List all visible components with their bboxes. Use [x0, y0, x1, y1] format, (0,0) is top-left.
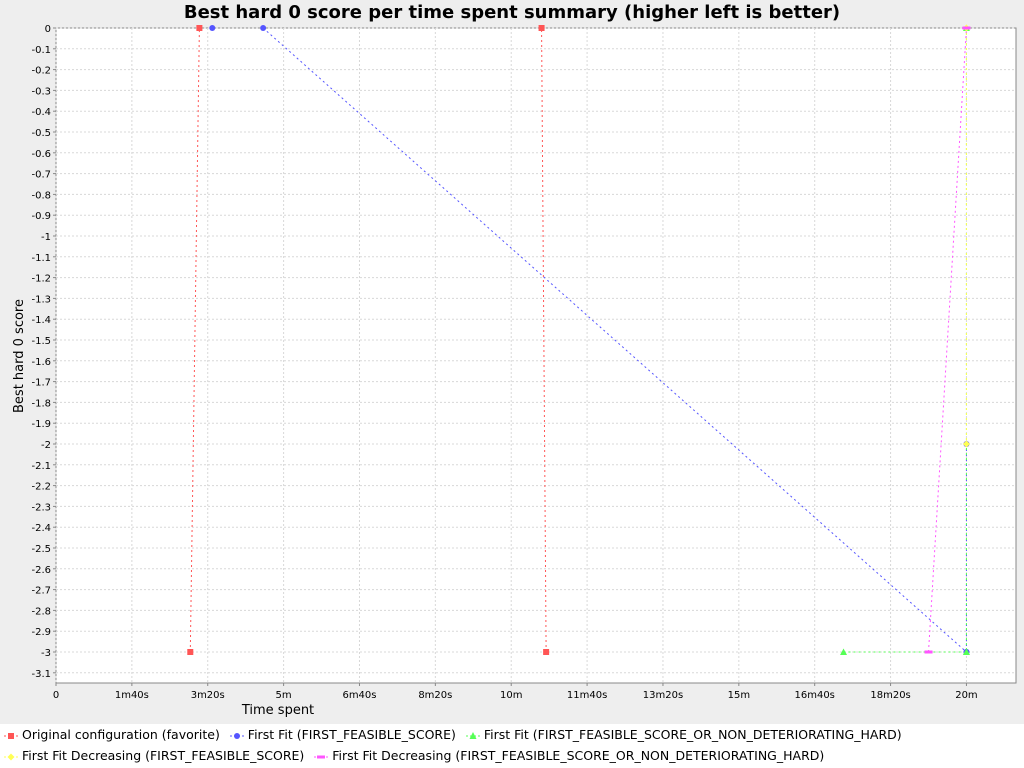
x-tick-label: 18m20s	[870, 690, 910, 701]
legend-swatch-circle-icon	[229, 730, 244, 742]
legend-label: First Fit Decreasing (FIRST_FEASIBLE_SCO…	[21, 748, 305, 763]
y-tick-label: -2.7	[31, 586, 51, 597]
y-tick-label: -2.1	[31, 461, 51, 472]
y-tick-label: -0.2	[31, 66, 51, 77]
data-point-square	[187, 649, 194, 655]
y-tick-label: -1.2	[31, 274, 51, 285]
data-point-circle	[260, 25, 267, 31]
x-tick-label: 8m20s	[418, 690, 452, 701]
y-tick-label: -3.1	[31, 669, 51, 680]
y-tick-label: -1.3	[31, 294, 51, 305]
y-tick-label: -1.9	[31, 419, 51, 430]
y-tick-label: -0.1	[31, 45, 51, 56]
y-tick-label: -2.3	[31, 502, 51, 513]
legend-item-first-fit-ndh[interactable]: First Fit (FIRST_FEASIBLE_SCORE_OR_NON_D…	[465, 727, 902, 742]
data-point-square	[543, 649, 550, 655]
data-point-dash	[924, 650, 933, 654]
series-line-1	[262, 27, 967, 653]
legend-item-ffd-ndh[interactable]: First Fit Decreasing (FIRST_FEASIBLE_SCO…	[314, 748, 824, 763]
x-tick-label: 13m20s	[643, 690, 683, 701]
chart-title: Best hard 0 score per time spent summary…	[184, 2, 840, 23]
y-tick-label: -0.6	[31, 149, 51, 160]
legend-label: First Fit Decreasing (FIRST_FEASIBLE_SCO…	[332, 748, 825, 763]
legend-row-2: First Fit Decreasing (FIRST_FEASIBLE_SCO…	[4, 748, 830, 763]
x-axis-label: Time spent	[241, 703, 314, 718]
x-axis-ticks: 0 1m40s 3m20s 5m 6m40s 8m20s 10m 11m40s 13m20s 15…	[53, 683, 978, 701]
series-line-4	[928, 27, 967, 653]
y-tick-label: -2.4	[31, 523, 51, 534]
y-tick-label: -0.4	[31, 107, 51, 118]
y-tick-label: -1.7	[31, 378, 51, 389]
grid-lines	[55, 27, 1016, 683]
data-point-square	[196, 25, 203, 31]
x-tick-label: 6m40s	[342, 690, 376, 701]
data-point-triangle	[840, 648, 848, 655]
y-tick-label: -0.8	[31, 190, 51, 201]
x-tick-label: 15m	[728, 690, 750, 701]
plot-area	[55, 27, 1017, 684]
series-line-0	[541, 27, 547, 653]
legend-label: First Fit (FIRST_FEASIBLE_SCORE)	[247, 727, 456, 742]
x-tick-label: 3m20s	[191, 690, 225, 701]
chart: Best hard 0 score per time spent summary…	[12, 2, 1017, 718]
legend-label: Original configuration (favorite)	[21, 727, 220, 742]
legend-swatch-square-icon	[4, 730, 18, 742]
y-tick-label: -1.1	[31, 253, 51, 264]
legend-item-ffd[interactable]: First Fit Decreasing (FIRST_FEASIBLE_SCO…	[4, 748, 304, 763]
y-axis-ticks: 0 -0.1 -0.2 -0.3 -0.4 -0.5 -0.6 -0.7 -0.8 -0.9 -1 -…	[31, 24, 56, 680]
y-tick-label: -1.5	[31, 336, 51, 347]
y-tick-label: -2.5	[31, 544, 51, 555]
legend-swatch-dash-icon	[314, 751, 329, 763]
y-tick-label: -1.4	[31, 315, 51, 326]
data-point-square	[538, 25, 545, 31]
y-tick-label: -2.8	[31, 606, 51, 617]
y-tick-label: -0.5	[31, 128, 51, 139]
y-tick-label: -2.9	[31, 627, 51, 638]
y-tick-label: 0	[45, 24, 51, 35]
y-tick-label: -1.6	[31, 357, 51, 368]
series-line-0	[189, 27, 200, 653]
series-layer	[187, 24, 971, 655]
data-point-diamond	[962, 440, 970, 448]
data-point-triangle	[962, 648, 970, 655]
x-tick-label: 10m	[500, 690, 522, 701]
y-tick-label: -3	[41, 648, 51, 659]
y-tick-label: -0.7	[31, 170, 51, 181]
x-tick-label: 11m40s	[567, 690, 607, 701]
x-tick-label: 16m40s	[794, 690, 834, 701]
legend-swatch-diamond-icon	[4, 751, 18, 763]
y-tick-label: -0.3	[31, 86, 51, 97]
y-tick-label: -2.6	[31, 565, 51, 576]
legend-label: First Fit (FIRST_FEASIBLE_SCORE_OR_NON_D…	[483, 727, 902, 742]
legend-item-original[interactable]: Original configuration (favorite)	[4, 727, 220, 742]
x-tick-label: 1m40s	[115, 690, 149, 701]
legend-row-1: Original configuration (favorite) First …	[4, 727, 908, 742]
y-tick-label: -2.2	[31, 482, 51, 493]
y-tick-label: -1	[41, 232, 51, 243]
x-tick-label: 20m	[955, 690, 977, 701]
data-point-circle	[209, 25, 216, 31]
x-tick-label: 0	[53, 690, 59, 701]
legend-item-first-fit[interactable]: First Fit (FIRST_FEASIBLE_SCORE)	[229, 727, 456, 742]
x-tick-label: 5m	[276, 690, 292, 701]
y-tick-label: -2	[41, 440, 51, 451]
legend: Original configuration (favorite) First …	[0, 724, 1024, 768]
legend-swatch-triangle-icon	[465, 730, 480, 742]
data-point-dash	[962, 26, 971, 30]
y-tick-label: -0.9	[31, 211, 51, 222]
y-axis-label: Best hard 0 score	[12, 299, 27, 413]
y-tick-label: -1.8	[31, 398, 51, 409]
